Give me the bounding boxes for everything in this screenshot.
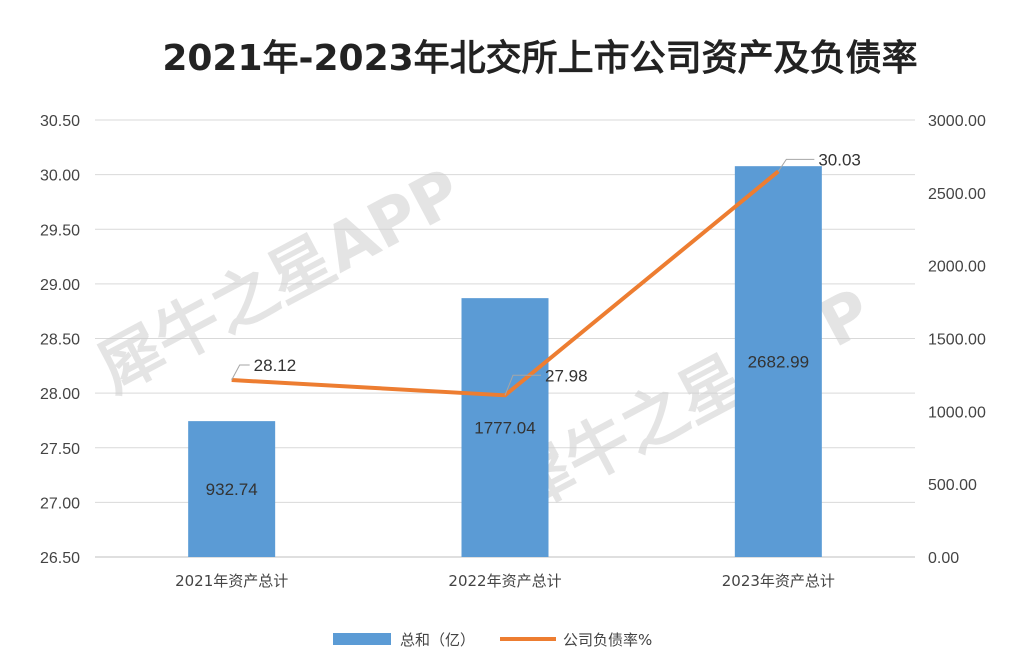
category-labels: 2021年资产总计 2022年资产总计 2023年资产总计 [175, 572, 835, 590]
legend-bar-label: 总和（亿） [400, 631, 475, 649]
line-label-leader [231, 364, 250, 381]
line-label-leader [504, 374, 541, 396]
left-axis-tick-label: 30.50 [40, 113, 80, 130]
left-axis-tick-label: 29.50 [40, 222, 80, 239]
category-label: 2022年资产总计 [448, 572, 561, 590]
legend-bar-swatch [333, 633, 391, 645]
right-axis-tick-label: 1000.00 [928, 404, 986, 421]
chart-title: 2021年-2023年北交所上市公司资产及负债率 [162, 37, 917, 79]
line-data-label: 27.98 [545, 366, 588, 385]
left-axis-tick-label: 28.00 [40, 386, 80, 403]
left-axis-tick-label: 30.00 [40, 168, 80, 185]
right-axis-ticks: 0.00 500.00 1000.00 1500.00 2000.00 2500.00 30… [928, 113, 986, 567]
bar-data-label: 2682.99 [748, 353, 809, 372]
watermark-text: 犀牛之星APP [496, 275, 883, 528]
right-axis-tick-label: 3000.00 [928, 113, 986, 130]
right-axis-tick-label: 1500.00 [928, 332, 986, 349]
bar-data-label: 1777.04 [474, 419, 535, 438]
left-axis-tick-label: 28.50 [40, 332, 80, 349]
left-axis-tick-label: 29.00 [40, 277, 80, 294]
bar [461, 298, 549, 557]
right-axis-tick-label: 2000.00 [928, 259, 986, 276]
legend-line-label: 公司负债率% [563, 631, 652, 649]
right-axis-tick-label: 500.00 [928, 477, 977, 494]
bar-data-labels: 932.74 1777.04 2682.99 [206, 353, 809, 499]
line-label-leader [777, 158, 815, 172]
bar [734, 166, 822, 557]
line-data-label: 30.03 [818, 150, 861, 169]
bar-data-label: 932.74 [206, 480, 258, 499]
line-series: 28.12 27.98 30.03 [231, 150, 861, 398]
line-data-label: 28.12 [254, 356, 297, 375]
right-axis-tick-label: 2500.00 [928, 186, 986, 203]
left-axis-tick-label: 27.50 [40, 441, 80, 458]
bar-series [188, 166, 822, 557]
right-axis-tick-label: 0.00 [928, 550, 959, 567]
bar [188, 421, 276, 557]
legend: 总和（亿） 公司负债率% [333, 631, 652, 649]
category-label: 2021年资产总计 [175, 572, 288, 590]
left-axis-tick-label: 26.50 [40, 550, 80, 567]
left-axis-ticks: 26.50 27.00 27.50 28.00 28.50 29.00 29.50 30.00… [40, 113, 80, 567]
category-label: 2023年资产总计 [722, 572, 835, 590]
left-axis-tick-label: 27.00 [40, 495, 80, 512]
